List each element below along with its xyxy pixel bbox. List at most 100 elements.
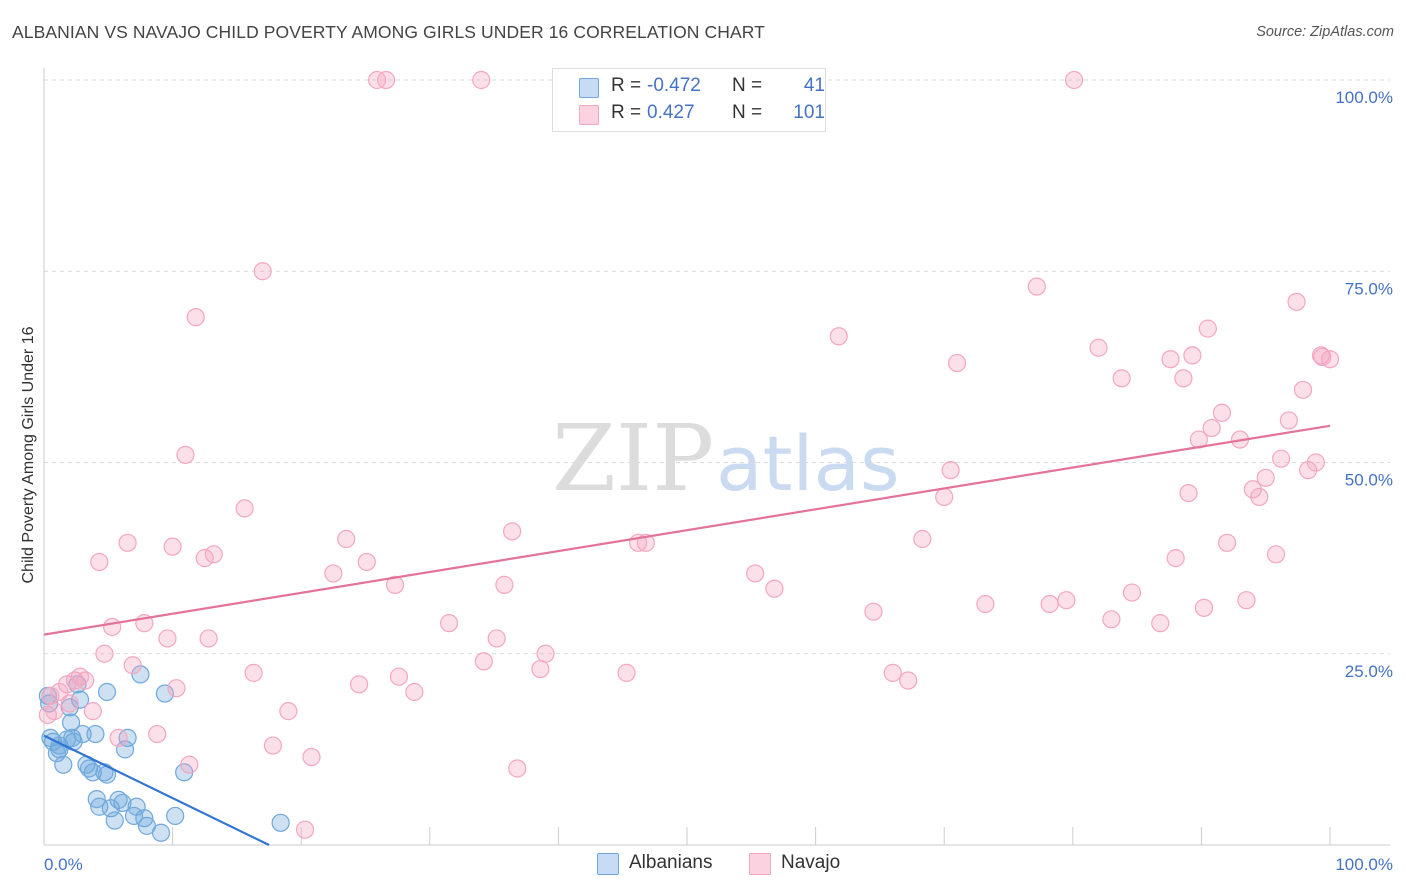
navajo-point bbox=[617, 663, 636, 682]
navajo-point bbox=[1299, 461, 1318, 480]
albanians-point bbox=[97, 682, 117, 702]
navajo-point bbox=[357, 552, 376, 572]
navajo-point bbox=[1089, 338, 1108, 357]
navajo-point bbox=[1027, 277, 1046, 296]
navajo-point bbox=[495, 575, 514, 595]
legend-item-albanians[interactable]: Albanians bbox=[597, 850, 737, 878]
navajo-point bbox=[1212, 403, 1232, 422]
navajo-point bbox=[405, 682, 424, 702]
navajo-point bbox=[503, 522, 522, 541]
albanians-point bbox=[86, 724, 105, 744]
legend-r-label: R = bbox=[611, 102, 642, 123]
navajo-point bbox=[976, 594, 995, 614]
navajo-point bbox=[439, 614, 459, 633]
navajo-point bbox=[1250, 487, 1269, 507]
navajo-point bbox=[1102, 610, 1121, 629]
legend-swatch-navajo bbox=[749, 853, 771, 875]
legend-item-navajo[interactable]: Navajo bbox=[749, 850, 859, 878]
albanians-point bbox=[131, 665, 150, 684]
navajo-point bbox=[60, 694, 79, 713]
legend-n-value: 41 bbox=[803, 75, 825, 96]
albanians-point bbox=[115, 740, 135, 759]
navajo-point bbox=[180, 755, 199, 774]
navajo-point bbox=[1218, 533, 1237, 552]
albanians-point bbox=[54, 755, 73, 774]
navajo-point bbox=[1151, 614, 1170, 633]
x-tick-label: 0.0% bbox=[44, 855, 83, 874]
chart-title: ALBANIAN VS NAVAJO CHILD POVERTY AMONG G… bbox=[12, 22, 765, 42]
albanians-point bbox=[73, 724, 92, 744]
navajo-point bbox=[1313, 347, 1332, 367]
navajo-point bbox=[474, 652, 493, 671]
navajo-point bbox=[1293, 380, 1313, 399]
navajo-point bbox=[536, 644, 555, 663]
navajo-point bbox=[1174, 369, 1193, 388]
albanians-point bbox=[105, 811, 124, 830]
navajo-point bbox=[235, 499, 254, 518]
albanians-point bbox=[63, 728, 82, 748]
navajo-point bbox=[1040, 594, 1059, 614]
navajo-point bbox=[935, 487, 954, 507]
navajo-point bbox=[109, 728, 128, 748]
legend-label-albanians: Albanians bbox=[629, 852, 713, 873]
legend-r-value: 0.427 bbox=[647, 102, 695, 123]
albanians-point bbox=[271, 813, 290, 832]
navajo-point bbox=[385, 575, 405, 595]
x-tick-label: 100.0% bbox=[1335, 855, 1393, 874]
albanians-point bbox=[166, 806, 185, 826]
navajo-point bbox=[746, 564, 765, 583]
correlation-legend: R = -0.472 N = 41 R = 0.427 N = 101 bbox=[552, 68, 826, 132]
navajo-point bbox=[167, 679, 186, 698]
albanians-point bbox=[70, 690, 90, 709]
albanians-point bbox=[61, 713, 81, 732]
navajo-point bbox=[913, 529, 932, 549]
navajo-point bbox=[90, 552, 109, 572]
navajo-point bbox=[947, 353, 967, 373]
navajo-point bbox=[1194, 598, 1214, 617]
navajo-point bbox=[263, 736, 283, 755]
navajo-point bbox=[176, 445, 195, 464]
grid-lines bbox=[44, 79, 1390, 655]
legend-swatch-navajo bbox=[579, 105, 599, 125]
watermark: ZIP atlas bbox=[552, 405, 900, 512]
legend-n-label: N = bbox=[732, 102, 763, 123]
navajo-point bbox=[1279, 411, 1298, 430]
watermark-zip: ZIP bbox=[552, 405, 714, 512]
navajo-trend-line bbox=[43, 424, 1331, 636]
albanians-trend-line bbox=[43, 734, 270, 846]
navajo-point bbox=[1112, 369, 1131, 388]
navajo-point bbox=[883, 663, 902, 682]
navajo-point bbox=[1057, 591, 1076, 610]
navajo-point bbox=[244, 663, 263, 682]
navajo-point bbox=[204, 545, 223, 564]
albanians-point bbox=[60, 698, 79, 717]
y-axis-title: Child Poverty Among Girls Under 16 bbox=[20, 326, 37, 583]
trend-lines bbox=[43, 424, 1331, 846]
legend-swatch-albanians bbox=[597, 853, 619, 875]
source-label: Source: ZipAtlas.com bbox=[1256, 24, 1394, 40]
navajo-point bbox=[1237, 591, 1256, 610]
legend-n-value: 101 bbox=[793, 102, 825, 123]
navajo-point bbox=[1202, 418, 1221, 438]
albanians-point bbox=[151, 823, 171, 842]
y-tick-label: 50.0% bbox=[1345, 471, 1393, 490]
navajo-point bbox=[829, 327, 848, 346]
albanians-point bbox=[113, 793, 132, 813]
navajo-point bbox=[50, 682, 69, 702]
navajo-point bbox=[295, 820, 315, 839]
y-tick-label: 25.0% bbox=[1345, 662, 1393, 681]
navajo-point bbox=[1064, 70, 1084, 90]
navajo-point bbox=[148, 724, 167, 744]
navajo-point bbox=[163, 537, 182, 556]
navajo-point bbox=[1266, 545, 1286, 564]
navajo-point bbox=[83, 702, 102, 721]
navajo-point bbox=[376, 70, 396, 90]
navajo-point bbox=[349, 675, 369, 694]
navajo-point bbox=[195, 549, 214, 568]
navajo-point bbox=[1272, 449, 1291, 468]
tick-labels: 25.0% 50.0% 75.0% 100.0% 0.0% 100.0% bbox=[44, 88, 1393, 874]
y-tick-label: 75.0% bbox=[1345, 279, 1393, 298]
navajo-point bbox=[1198, 319, 1217, 338]
navajo-point bbox=[1287, 292, 1306, 311]
navajo-point bbox=[123, 656, 142, 675]
